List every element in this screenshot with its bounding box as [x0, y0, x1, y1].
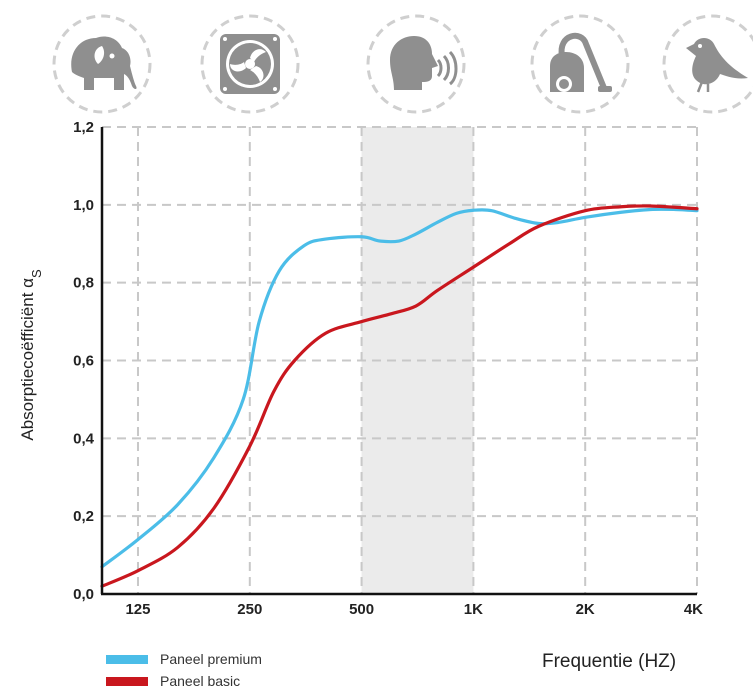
series-lines — [100, 204, 699, 588]
icon-row — [52, 14, 753, 114]
speaking-person-icon — [366, 14, 466, 114]
legend-swatch-basic — [106, 676, 148, 686]
x-tick-label: 250 — [237, 601, 262, 618]
legend-label-basic: Paneel basic — [160, 673, 241, 689]
fan-icon — [200, 14, 300, 114]
x-tick-label: 4K — [684, 601, 703, 618]
y-tick-label: 0,0 — [73, 586, 94, 603]
elephant-icon — [52, 14, 152, 114]
bird-icon — [662, 14, 753, 114]
y-tick-labels: 0,0 0,2 0,4 0,6 0,8 1,0 1,2 — [73, 119, 95, 603]
y-tick-label: 1,0 — [73, 197, 94, 214]
gridlines — [102, 126, 698, 594]
legend-item-basic: Paneel basic — [106, 670, 262, 692]
x-axis-label: Frequentie (HZ) — [542, 651, 677, 672]
y-axis-label: Absorptiecoëfficiënt αS — [18, 269, 44, 441]
x-tick-labels: 125 250 500 1K 2K 4K — [125, 601, 703, 618]
y-tick-label: 0,2 — [73, 508, 94, 525]
legend-label-premium: Paneel premium — [160, 651, 262, 667]
legend-swatch-premium — [106, 654, 148, 664]
y-tick-label: 0,8 — [73, 275, 94, 292]
y-tick-label: 1,2 — [73, 119, 94, 136]
legend: Paneel premium Paneel basic — [106, 648, 262, 692]
x-tick-label: 1K — [464, 601, 483, 618]
y-axis-label-text: Absorptiecoëfficiënt α — [18, 278, 37, 441]
y-tick-label: 0,4 — [73, 430, 95, 447]
x-tick-label: 500 — [349, 601, 374, 618]
y-axis-label-subscript: S — [29, 269, 44, 278]
series-line-basic — [100, 204, 699, 588]
legend-item-premium: Paneel premium — [106, 648, 262, 670]
y-tick-label: 0,6 — [73, 353, 94, 370]
vacuum-cleaner-icon — [530, 14, 630, 114]
series-line-premium — [100, 207, 699, 569]
x-tick-label: 2K — [576, 601, 595, 618]
x-tick-label: 125 — [125, 601, 150, 618]
svg-text:Absorptiecoëfficiënt αS: Absorptiecoëfficiënt αS — [18, 269, 44, 441]
